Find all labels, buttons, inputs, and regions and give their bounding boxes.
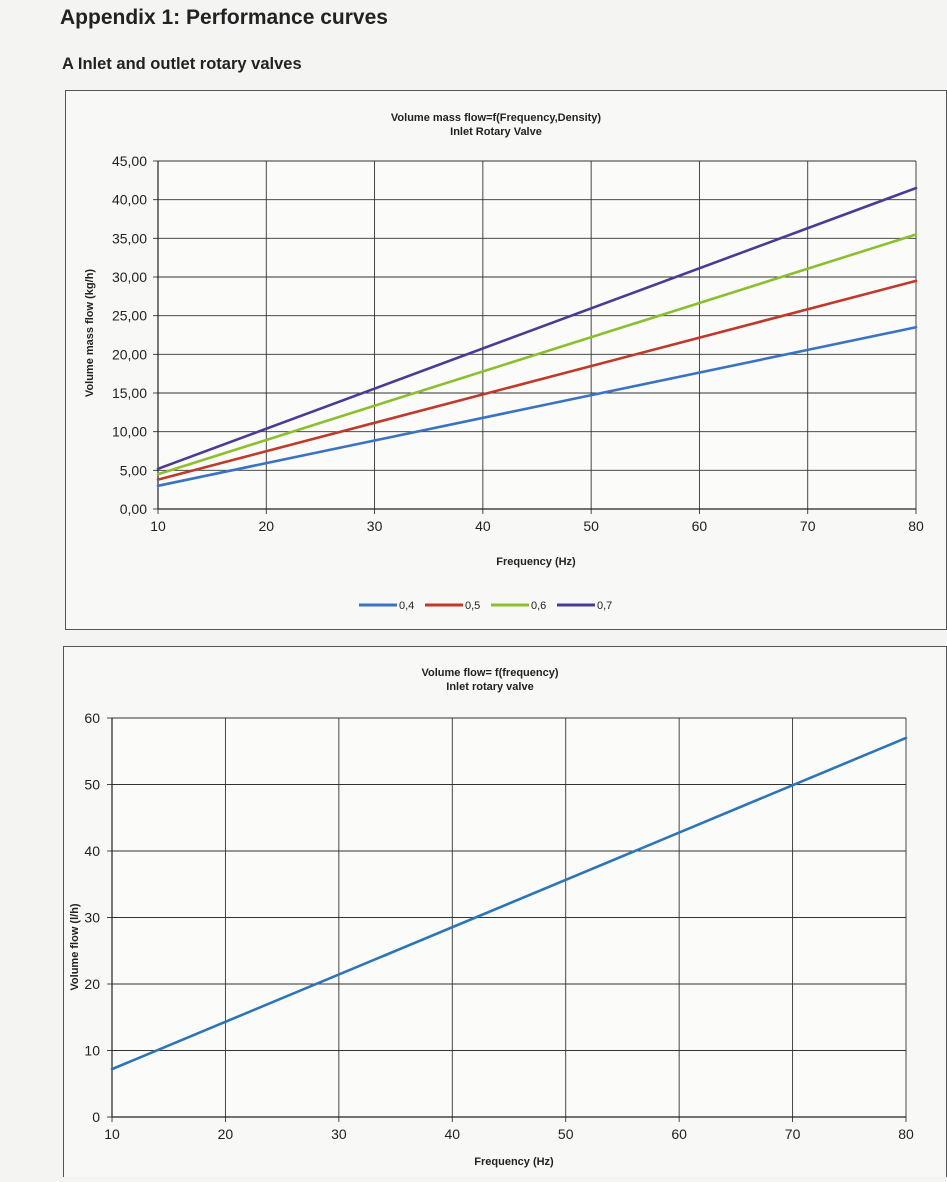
volume-flow-chart: Volume flow= f(frequency) Inlet rotary v… xyxy=(69,667,914,1168)
series-line-0 xyxy=(110,736,908,1071)
mass-flow-chart: Volume mass flow=f(Frequency,Density) In… xyxy=(84,112,924,612)
x-tick-label: 20 xyxy=(258,518,274,534)
legend-label: 0,7 xyxy=(597,600,612,612)
y-tick-label: 20 xyxy=(84,976,100,992)
y-tick-label: 0 xyxy=(92,1109,100,1125)
x-tick-label: 40 xyxy=(444,1126,460,1142)
chart-title: Volume flow= f(frequency) xyxy=(421,667,558,679)
y-axis-label: Volume flow (l/h) xyxy=(69,903,81,991)
y-tick-label: 35,00 xyxy=(112,230,147,246)
legend-label: 0,4 xyxy=(399,600,414,612)
x-tick-label: 30 xyxy=(331,1126,347,1142)
chart-panel-volume-flow: Volume flow= f(frequency) Inlet rotary v… xyxy=(63,646,947,1177)
x-tick-label: 80 xyxy=(908,518,924,534)
x-tick-label: 70 xyxy=(800,518,816,534)
x-axis-label: Frequency (Hz) xyxy=(474,1156,554,1168)
series-line-0-6 xyxy=(156,233,918,476)
y-tick-label: 25,00 xyxy=(112,308,147,324)
series-line-0-4 xyxy=(156,325,918,488)
x-tick-label: 70 xyxy=(785,1126,801,1142)
x-tick-label: 40 xyxy=(475,518,491,534)
y-tick-label: 60 xyxy=(84,710,100,726)
y-axis-label: Volume mass flow (kg/h) xyxy=(84,269,96,397)
y-tick-label: 5,00 xyxy=(120,462,147,478)
y-tick-label: 45,00 xyxy=(112,153,147,169)
section-title: A Inlet and outlet rotary valves xyxy=(62,55,302,73)
y-tick-label: 40,00 xyxy=(112,192,147,208)
plot-area xyxy=(158,161,916,509)
x-tick-label: 20 xyxy=(218,1126,234,1142)
x-tick-label: 10 xyxy=(104,1126,120,1142)
x-tick-label: 10 xyxy=(150,518,166,534)
x-tick-label: 50 xyxy=(558,1126,574,1142)
y-tick-label: 30,00 xyxy=(112,269,147,285)
y-tick-label: 40 xyxy=(84,843,100,859)
chart-subtitle: Inlet Rotary Valve xyxy=(450,126,542,138)
x-axis-label: Frequency (Hz) xyxy=(496,556,576,568)
x-tick-label: 80 xyxy=(898,1126,914,1142)
y-tick-label: 50 xyxy=(84,777,100,793)
legend-label: 0,6 xyxy=(531,600,546,612)
x-tick-label: 60 xyxy=(692,518,708,534)
chart-subtitle: Inlet rotary valve xyxy=(446,681,533,693)
x-tick-label: 30 xyxy=(367,518,383,534)
x-tick-label: 50 xyxy=(583,518,599,534)
y-tick-label: 30 xyxy=(84,910,100,926)
y-tick-label: 15,00 xyxy=(112,385,147,401)
series-line-0-7 xyxy=(156,186,918,471)
y-tick-label: 10,00 xyxy=(112,424,147,440)
y-tick-label: 10 xyxy=(84,1043,100,1059)
page-title: Appendix 1: Performance curves xyxy=(60,6,388,29)
y-tick-label: 20,00 xyxy=(112,346,147,362)
legend-label: 0,5 xyxy=(465,600,480,612)
series-line-0-5 xyxy=(156,279,918,481)
y-tick-label: 0,00 xyxy=(120,501,147,517)
x-tick-label: 60 xyxy=(671,1126,687,1142)
chart-title: Volume mass flow=f(Frequency,Density) xyxy=(391,112,602,124)
chart-panel-mass-flow: Volume mass flow=f(Frequency,Density) In… xyxy=(65,90,947,630)
